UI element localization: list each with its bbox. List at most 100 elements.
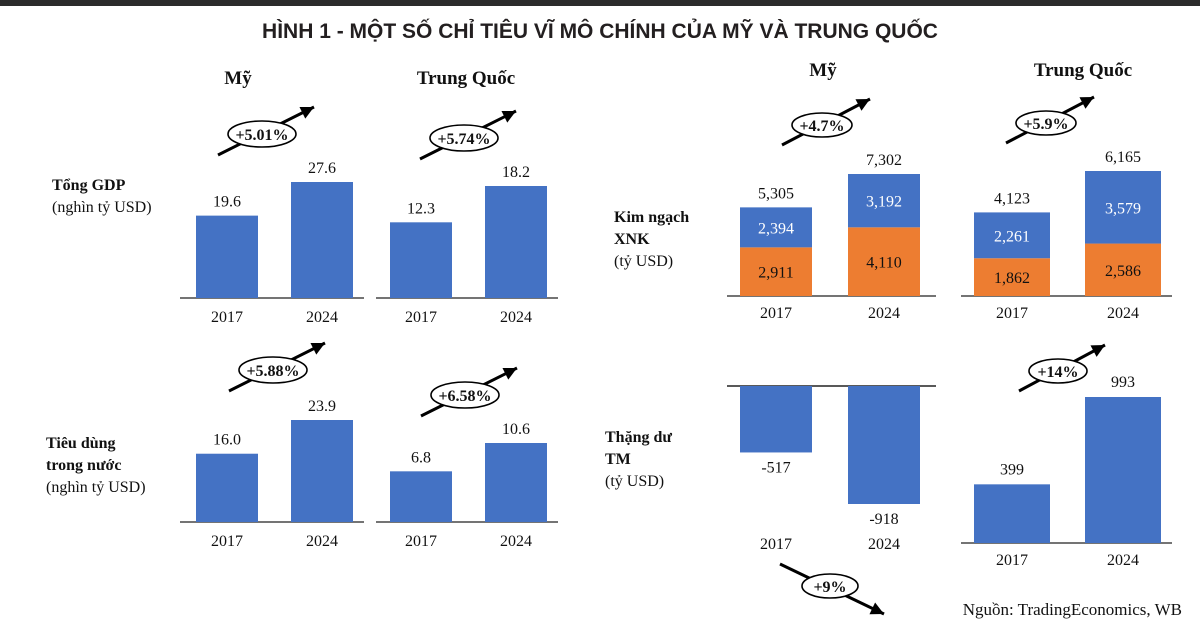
consumption-p1-tick-0: 2017 (405, 533, 437, 550)
consumption-p1-change-oval (430, 381, 500, 409)
trade-row-title-2: (tỷ USD) (614, 253, 673, 270)
trade-p0-change-arrow-head-icon (855, 99, 870, 111)
trade-p0-seg-1-1 (848, 174, 920, 228)
surplus-p1-change-label: +14% (1037, 364, 1078, 381)
consumption-p0-bar-1 (291, 420, 353, 522)
consumption-p0-bar-0 (196, 453, 258, 522)
surplus-p1-bar-0 (974, 484, 1050, 543)
consumption-p0-value-1: 23.9 (308, 398, 336, 415)
surplus-p0-change-arrow-head-icon (869, 602, 884, 615)
consumption-p0-change-arrow-head-icon (310, 343, 325, 355)
trade-p1-change-label: +5.9% (1023, 116, 1068, 133)
trade-p0-seg-label-1-0: 2,394 (758, 220, 794, 237)
trade-p0-total-0: 5,305 (758, 185, 794, 202)
gdp-p0-change-arrow-head-icon (299, 107, 314, 119)
gdp-p0-change-oval (227, 120, 297, 148)
surplus-p1-bar-1 (1085, 397, 1161, 543)
trade-p0-seg-0-1 (848, 227, 920, 296)
gdp-p0-value-0: 19.6 (213, 194, 241, 211)
trade-p0-seg-0-0 (740, 247, 812, 296)
trade-p1-seg-1-1 (1085, 171, 1161, 244)
trade-row-title-1: XNK (614, 231, 650, 248)
surplus-p1-value-0: 399 (1000, 461, 1024, 478)
trade-p1-seg-label-0-0: 1,862 (994, 270, 1030, 287)
trade-p1-seg-label-0-1: 2,586 (1105, 263, 1141, 280)
consumption-p0-change-oval (238, 356, 308, 384)
gdp-p1-tick-1: 2024 (500, 309, 532, 326)
consumption-p0-tick-1: 2024 (306, 533, 338, 550)
gdp-p1-value-0: 12.3 (407, 200, 435, 217)
consumption-p1-bar-1 (485, 443, 547, 522)
trade-p1-tick-0: 2017 (996, 305, 1028, 322)
gdp-p0-tick-0: 2017 (211, 309, 243, 326)
trade-p1-total-0: 4,123 (994, 190, 1030, 207)
trade-p1-seg-label-1-0: 2,261 (994, 228, 1030, 245)
gdp-p1-bar-1 (485, 186, 547, 298)
trade-p1-change-oval (1015, 110, 1077, 136)
trade-p0-seg-label-0-1: 4,110 (866, 255, 901, 272)
surplus-p0-change-label: +9% (813, 579, 846, 596)
left-header-cn: Trung Quốc (417, 68, 515, 89)
trade-p0-change-oval (791, 112, 853, 138)
trade-p0-tick-0: 2017 (760, 305, 792, 322)
trade-p1-seg-0-1 (1085, 243, 1161, 296)
surplus-p0-change-oval (801, 573, 859, 599)
consumption-p1-value-1: 10.6 (502, 421, 530, 438)
consumption-p1-tick-1: 2024 (500, 533, 532, 550)
consumption-p1-bar-0 (390, 471, 452, 522)
gdp-row-title-0: Tổng GDP (52, 177, 126, 194)
gdp-p0-bar-0 (196, 215, 258, 298)
trade-p1-tick-1: 2024 (1107, 305, 1139, 322)
gdp-p0-tick-1: 2024 (306, 309, 338, 326)
surplus-row-title-1: TM (605, 451, 631, 468)
trade-p1-seg-1-0 (974, 212, 1050, 259)
figure-title: HÌNH 1 - MỘT SỐ CHỈ TIÊU VĨ MÔ CHÍNH CỦA… (262, 20, 938, 43)
left-header-us: Mỹ (224, 68, 252, 89)
consumption-p0-tick-0: 2017 (211, 533, 243, 550)
surplus-p1-tick-1: 2024 (1107, 552, 1139, 569)
source-note: Nguồn: TradingEconomics, WB (962, 600, 1182, 619)
gdp-p1-change-oval (429, 124, 499, 152)
consumption-p1-change-label: +6.58% (438, 388, 491, 405)
trade-p0-tick-1: 2024 (868, 305, 900, 322)
gdp-row-title-1: (nghìn tỷ USD) (52, 199, 152, 216)
consumption-row-title-0: Tiêu dùng (46, 435, 116, 452)
gdp-p0-bar-1 (291, 182, 353, 298)
gdp-p1-change-arrow-head-icon (501, 111, 516, 123)
consumption-p0-value-0: 16.0 (213, 432, 241, 449)
surplus-row-title-0: Thặng dư (605, 429, 672, 446)
consumption-p0-change-label: +5.88% (246, 363, 299, 380)
gdp-p1-value-1: 18.2 (502, 164, 530, 181)
surplus-p0-tick-0: 2017 (760, 536, 792, 553)
top-rule (0, 0, 1200, 6)
trade-p0-total-1: 7,302 (866, 152, 902, 169)
gdp-p1-change-label: +5.74% (437, 131, 490, 148)
surplus-p1-value-1: 993 (1111, 374, 1135, 391)
surplus-p1-change-oval (1028, 358, 1088, 384)
gdp-p1-bar-0 (390, 222, 452, 298)
surplus-p1-tick-0: 2017 (996, 552, 1028, 569)
trade-p1-total-1: 6,165 (1105, 149, 1141, 166)
trade-p1-seg-label-1-1: 3,579 (1105, 200, 1141, 217)
trade-p0-seg-label-0-0: 2,911 (758, 265, 793, 282)
trade-p0-change-label: +4.7% (799, 118, 844, 135)
right-header-us: Mỹ (809, 60, 837, 81)
surplus-p0-value-0: -517 (761, 459, 790, 476)
gdp-p0-value-1: 27.6 (308, 160, 336, 177)
trade-p1-change-arrow-head-icon (1079, 97, 1094, 109)
trade-p0-seg-1-0 (740, 207, 812, 248)
trade-row-title-0: Kim ngạch (614, 209, 689, 226)
consumption-row-title-1: trong nước (46, 457, 122, 474)
consumption-p1-value-0: 6.8 (411, 449, 431, 466)
surplus-p0-tick-1: 2024 (868, 536, 900, 553)
surplus-p0-bar-0 (740, 386, 812, 453)
trade-p0-seg-label-1-1: 3,192 (866, 194, 902, 211)
surplus-p0-bar-1 (848, 386, 920, 504)
consumption-row-title-2: (nghìn tỷ USD) (46, 479, 146, 496)
surplus-row-title-2: (tỷ USD) (605, 473, 664, 490)
surplus-p0-value-1: -918 (869, 511, 898, 528)
gdp-p0-change-label: +5.01% (235, 127, 288, 144)
surplus-p1-change-arrow-head-icon (1090, 345, 1105, 357)
consumption-p1-change-arrow-head-icon (502, 368, 517, 380)
